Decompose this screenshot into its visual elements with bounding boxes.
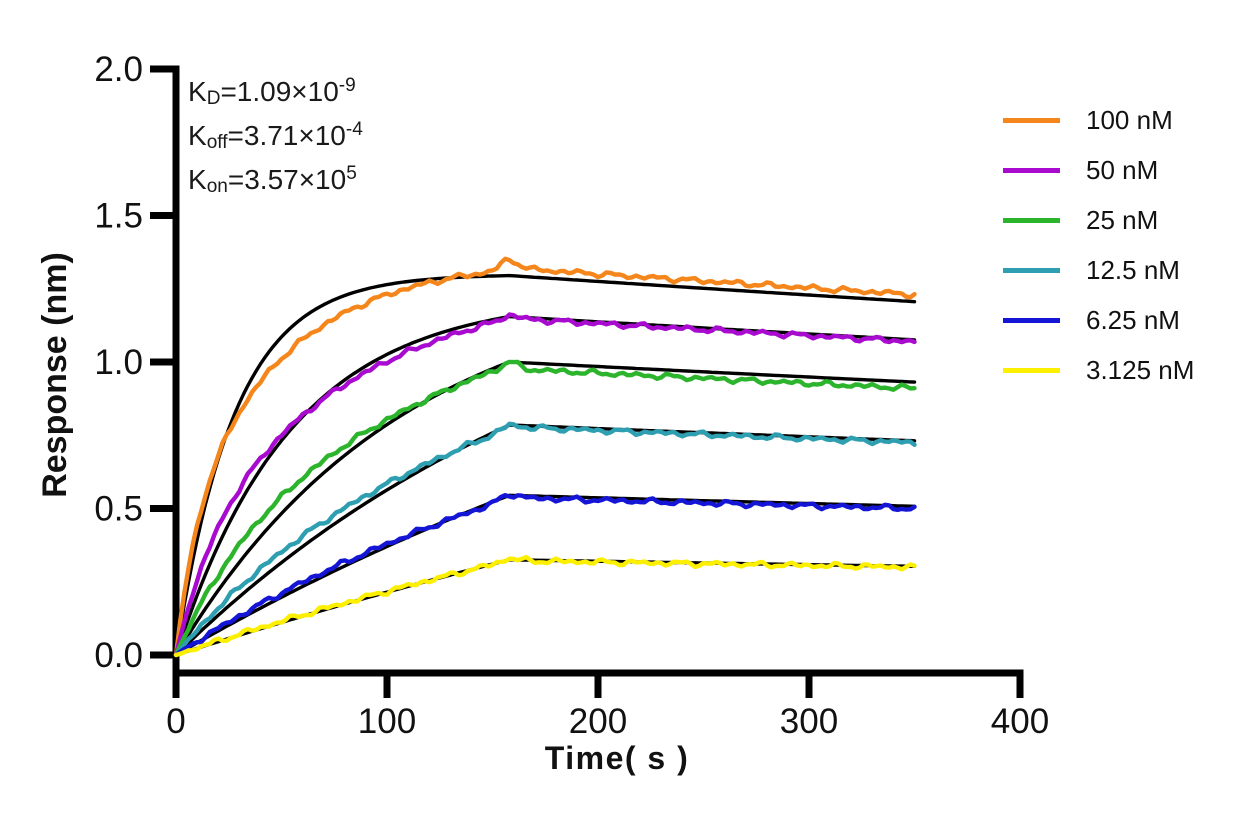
kd-exponent: -9 <box>338 74 356 96</box>
legend-item-50-nm: 50 nM <box>1003 154 1158 186</box>
kd-value: =1.09×10 <box>220 76 339 107</box>
kinetics-line-kon: Kon=3.57×105 <box>188 160 363 204</box>
legend-label-100-nm: 100 nM <box>1086 104 1173 135</box>
x-tick-label: 300 <box>780 702 838 741</box>
legend-label-6.25-nm: 6.25 nM <box>1086 304 1180 335</box>
legend-swatch-100-nm <box>1003 117 1060 123</box>
legend-swatch-3.125-nm <box>1003 367 1060 373</box>
kinetics-line-koff: Koff=3.71×10-4 <box>188 116 363 160</box>
legend-swatch-12.5-nm <box>1003 267 1060 273</box>
koff-symbol: K <box>188 120 207 151</box>
data-curve-100-nm <box>173 256 917 658</box>
y-tick-label: 0.0 <box>94 636 143 675</box>
legend-label-12.5-nm: 12.5 nM <box>1086 254 1180 285</box>
kinetics-line-kd: KD=1.09×10-9 <box>188 72 363 116</box>
chart-legend: 100 nM 50 nM 25 nM 12.5 nM 6.25 nM 3.125 nM <box>1003 0 1252 420</box>
kon-symbol: K <box>188 164 207 195</box>
legend-swatch-6.25-nm <box>1003 317 1060 323</box>
y-tick-label: 1.0 <box>94 343 143 382</box>
koff-subscript: off <box>206 132 228 154</box>
kinetics-annotation: KD=1.09×10-9 Koff=3.71×10-4 Kon=3.57×105 <box>188 72 363 204</box>
legend-item-3.125-nm: 3.125 nM <box>1003 354 1194 386</box>
kd-subscript: D <box>206 88 221 110</box>
fit-curve-100-nm <box>174 273 917 657</box>
fit-curve-6.25-nm <box>174 493 917 657</box>
fit-curve-25-nm <box>174 360 917 657</box>
legend-item-100-nm: 100 nM <box>1003 104 1173 136</box>
data-curve-3.125-nm <box>173 555 917 658</box>
fit-curve-3.125-nm <box>174 558 917 657</box>
koff-value: =3.71×10 <box>227 120 346 151</box>
data-curve-12.5-nm <box>173 421 917 658</box>
kon-value: =3.57×10 <box>227 164 347 195</box>
legend-item-12.5-nm: 12.5 nM <box>1003 254 1180 286</box>
kd-symbol: K <box>188 76 207 107</box>
y-tick-label: 0.5 <box>94 490 143 529</box>
legend-label-3.125-nm: 3.125 nM <box>1086 354 1195 385</box>
legend-label-50-nm: 50 nM <box>1086 154 1159 185</box>
legend-label-25-nm: 25 nM <box>1086 204 1159 235</box>
y-tick-label: 2.0 <box>94 50 143 89</box>
x-tick-label: 200 <box>569 702 627 741</box>
x-tick-label: 400 <box>991 702 1049 741</box>
x-tick-label: 0 <box>166 702 185 741</box>
legend-item-6.25-nm: 6.25 nM <box>1003 304 1180 336</box>
data-curve-6.25-nm <box>173 493 917 658</box>
y-axis-title: Response (nm) <box>36 252 74 498</box>
kon-exponent: 5 <box>346 162 357 184</box>
fit-curve-50-nm <box>174 314 917 657</box>
x-tick-label: 100 <box>358 702 416 741</box>
data-curve-25-nm <box>173 359 917 658</box>
legend-swatch-50-nm <box>1003 167 1060 173</box>
y-tick-label: 1.5 <box>94 197 143 236</box>
kon-subscript: on <box>206 176 228 198</box>
legend-swatch-25-nm <box>1003 217 1060 223</box>
koff-exponent: -4 <box>345 118 363 140</box>
legend-item-25-nm: 25 nM <box>1003 204 1158 236</box>
x-axis-title: Time( s ) <box>545 740 690 776</box>
data-curve-50-nm <box>173 312 917 658</box>
